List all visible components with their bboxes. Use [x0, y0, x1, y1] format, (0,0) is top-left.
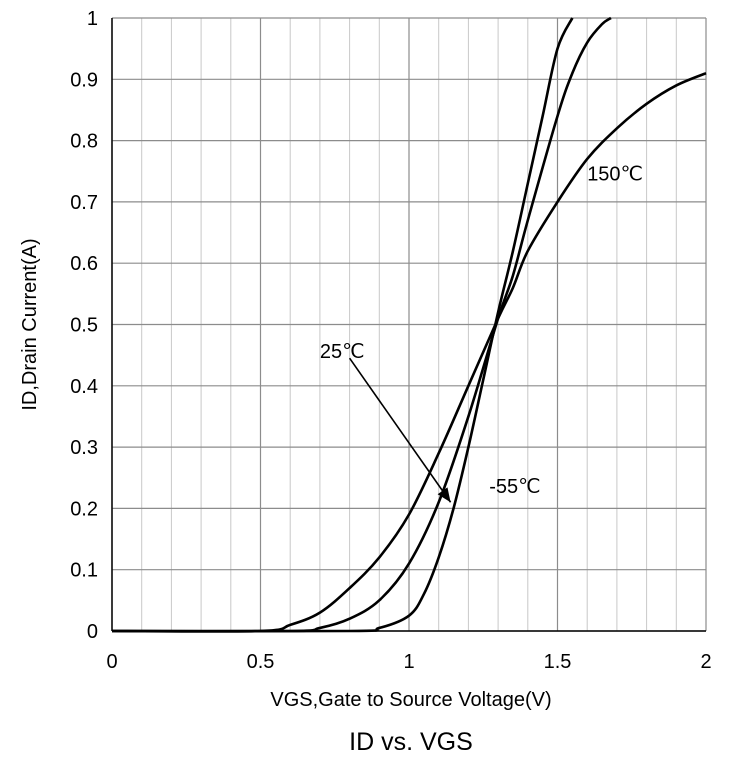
x-tick-label: 1.5 — [544, 651, 572, 673]
series-annotation-2: 25℃ — [320, 341, 365, 363]
y-tick-label: 0.1 — [70, 560, 98, 582]
x-tick-label: 2 — [700, 651, 711, 673]
x-tick-label: 0 — [106, 651, 117, 673]
y-tick-label: 0.2 — [70, 498, 98, 520]
y-tick-label: 0.5 — [70, 315, 98, 337]
y-axis-label: ID,Drain Current(A) — [19, 238, 41, 410]
annotation-arrow-head — [437, 487, 451, 503]
y-tick-label: 0.4 — [70, 376, 98, 398]
y-tick-label: 0.6 — [70, 253, 98, 275]
series-line-2 — [111, 16, 612, 633]
x-tick-label: 0.5 — [247, 651, 275, 673]
y-tick-label: 0 — [87, 621, 98, 643]
series-annotation-1: 150℃ — [587, 163, 643, 185]
grid — [111, 17, 707, 632]
chart-title: ID vs. VGS — [349, 728, 473, 756]
y-tick-label: 0.7 — [70, 192, 98, 214]
y-tick-label: 0.8 — [70, 131, 98, 153]
tick-labels: 0 0.5 1 1.5 2 0 0.1 0.2 0.3 0.4 0.5 0.6 0.7 0.8 0.9 1 — [70, 8, 711, 673]
annotation-arrow-line — [348, 357, 452, 503]
x-axis-label: VGS,Gate to Source Voltage(V) — [270, 689, 551, 711]
y-tick-label: 0.3 — [70, 437, 98, 459]
annotations: 150℃ 25℃ -55℃ — [320, 163, 643, 503]
series-line-1 — [111, 71, 707, 633]
y-tick-label: 1 — [87, 8, 98, 30]
series-line-3 — [111, 17, 574, 633]
series-annotation-3: -55℃ — [489, 476, 540, 498]
y-tick-label: 0.9 — [70, 69, 98, 91]
series-layer — [111, 16, 707, 633]
x-tick-label: 1 — [403, 651, 414, 673]
